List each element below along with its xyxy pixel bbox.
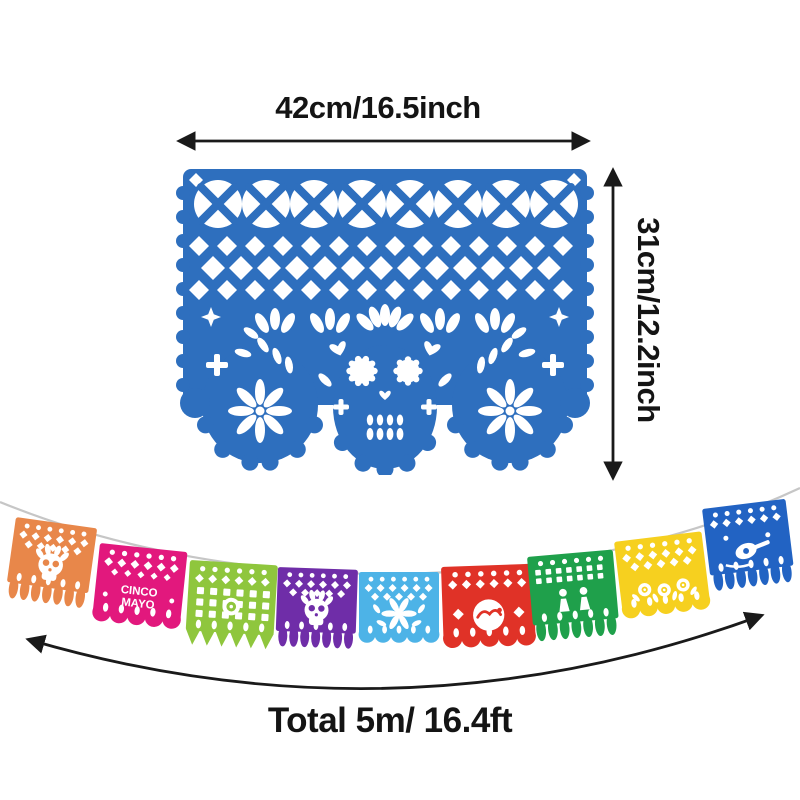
banner-panel-sky-blue-floral-panel (358, 572, 440, 643)
banner-panel-blue-guitar-panel (702, 499, 794, 591)
svg-text:MAYO: MAYO (121, 596, 155, 611)
banner-panel-orange-skull-panel (7, 517, 97, 608)
width-dimension-label: 42cm/16.5inch (275, 90, 481, 125)
banner-panel-light-green-lattice-panel (185, 560, 278, 650)
banner-panel-green-figures-panel (527, 549, 619, 642)
banner-panel-red-bird-panel (441, 563, 536, 649)
total-length-label: Total 5m/ 16.4ft (267, 701, 513, 740)
total-length-arrow (25, 611, 765, 690)
banner-panel-yellow-roses-panel (614, 531, 711, 619)
banner-panel-purple-skull-panel (275, 567, 358, 649)
svg-text:CINCO: CINCO (120, 584, 158, 600)
blue-papel-picado-panel (176, 169, 594, 475)
